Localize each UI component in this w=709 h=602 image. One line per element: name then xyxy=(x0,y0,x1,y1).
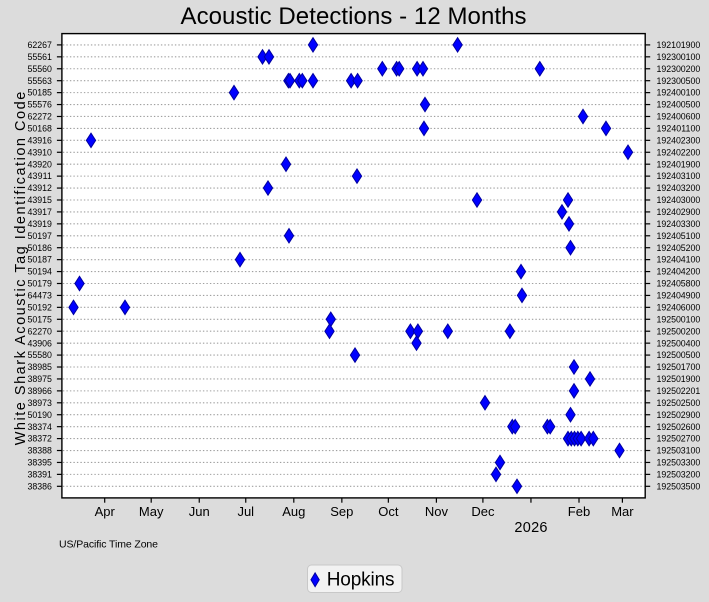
svg-text:62270: 62270 xyxy=(28,326,52,336)
svg-text:38388: 38388 xyxy=(28,446,52,456)
svg-text:192502600: 192502600 xyxy=(657,422,701,432)
svg-text:192300500: 192300500 xyxy=(657,76,701,86)
svg-text:43919: 43919 xyxy=(28,219,52,229)
svg-text:38975: 38975 xyxy=(28,374,52,384)
svg-text:62272: 62272 xyxy=(28,112,52,122)
svg-text:55576: 55576 xyxy=(28,100,52,110)
svg-text:192405800: 192405800 xyxy=(657,279,701,289)
svg-text:2026: 2026 xyxy=(514,520,547,536)
svg-text:55563: 55563 xyxy=(28,76,52,86)
svg-text:192402900: 192402900 xyxy=(657,207,701,217)
svg-text:50190: 50190 xyxy=(28,410,52,420)
svg-text:May: May xyxy=(139,504,164,519)
svg-text:55560: 55560 xyxy=(28,64,52,74)
svg-text:Jul: Jul xyxy=(237,504,254,519)
svg-text:192500100: 192500100 xyxy=(657,314,701,324)
svg-text:192500400: 192500400 xyxy=(657,338,701,348)
svg-text:192405200: 192405200 xyxy=(657,243,701,253)
svg-text:192501700: 192501700 xyxy=(657,362,701,372)
svg-text:Feb: Feb xyxy=(568,504,590,519)
svg-text:192401900: 192401900 xyxy=(657,159,701,169)
svg-text:50185: 50185 xyxy=(28,88,52,98)
svg-text:43910: 43910 xyxy=(28,147,52,157)
svg-text:192403100: 192403100 xyxy=(657,171,701,181)
svg-text:38966: 38966 xyxy=(28,386,52,396)
svg-text:50187: 50187 xyxy=(28,255,52,265)
svg-text:38391: 38391 xyxy=(28,469,52,479)
svg-text:50168: 50168 xyxy=(28,124,52,134)
svg-text:38985: 38985 xyxy=(28,362,52,372)
svg-text:192404900: 192404900 xyxy=(657,291,701,301)
svg-text:192502700: 192502700 xyxy=(657,434,701,444)
svg-text:55580: 55580 xyxy=(28,350,52,360)
svg-text:192402300: 192402300 xyxy=(657,135,701,145)
svg-text:Jun: Jun xyxy=(189,504,210,519)
svg-text:192404100: 192404100 xyxy=(657,255,701,265)
svg-text:Hopkins: Hopkins xyxy=(327,569,395,590)
svg-text:38395: 38395 xyxy=(28,458,52,468)
svg-text:50175: 50175 xyxy=(28,314,52,324)
svg-text:64473: 64473 xyxy=(28,291,52,301)
svg-text:192503200: 192503200 xyxy=(657,469,701,479)
svg-text:192500500: 192500500 xyxy=(657,350,701,360)
svg-text:43916: 43916 xyxy=(28,135,52,145)
svg-text:43911: 43911 xyxy=(28,171,52,181)
svg-text:192405100: 192405100 xyxy=(657,231,701,241)
svg-text:Apr: Apr xyxy=(95,504,116,519)
svg-text:192401100: 192401100 xyxy=(657,124,701,134)
svg-text:192503500: 192503500 xyxy=(657,481,701,491)
svg-text:50179: 50179 xyxy=(28,279,52,289)
svg-text:43920: 43920 xyxy=(28,159,52,169)
svg-text:192503300: 192503300 xyxy=(657,458,701,468)
svg-text:50194: 50194 xyxy=(28,267,52,277)
svg-text:192406000: 192406000 xyxy=(657,302,701,312)
svg-text:55561: 55561 xyxy=(28,52,52,62)
svg-text:Aug: Aug xyxy=(282,504,305,519)
svg-text:38386: 38386 xyxy=(28,481,52,491)
svg-text:192400600: 192400600 xyxy=(657,112,701,122)
svg-text:192500200: 192500200 xyxy=(657,326,701,336)
svg-text:192501900: 192501900 xyxy=(657,374,701,384)
svg-text:192402200: 192402200 xyxy=(657,147,701,157)
svg-text:Sep: Sep xyxy=(330,504,353,519)
svg-text:62267: 62267 xyxy=(28,40,52,50)
svg-text:Oct: Oct xyxy=(378,504,399,519)
svg-text:43906: 43906 xyxy=(28,338,52,348)
svg-text:192403000: 192403000 xyxy=(657,195,701,205)
svg-text:50186: 50186 xyxy=(28,243,52,253)
svg-text:192404200: 192404200 xyxy=(657,267,701,277)
svg-text:38374: 38374 xyxy=(28,422,52,432)
svg-text:Mar: Mar xyxy=(611,504,634,519)
svg-text:Acoustic Detections - 12 Month: Acoustic Detections - 12 Months xyxy=(181,3,527,30)
svg-text:192300100: 192300100 xyxy=(657,52,701,62)
svg-text:192101900: 192101900 xyxy=(657,40,701,50)
svg-text:White Shark Acoustic Tag Ident: White Shark Acoustic Tag Identification … xyxy=(13,92,29,446)
svg-text:192502500: 192502500 xyxy=(657,398,701,408)
svg-text:38372: 38372 xyxy=(28,434,52,444)
svg-text:US/Pacific Time Zone: US/Pacific Time Zone xyxy=(59,538,158,550)
svg-text:192502900: 192502900 xyxy=(657,410,701,420)
svg-text:192503100: 192503100 xyxy=(657,446,701,456)
svg-text:43915: 43915 xyxy=(28,195,52,205)
svg-text:43912: 43912 xyxy=(28,183,52,193)
svg-text:192502201: 192502201 xyxy=(657,386,701,396)
svg-text:43917: 43917 xyxy=(28,207,52,217)
svg-text:192403200: 192403200 xyxy=(657,183,701,193)
svg-text:Nov: Nov xyxy=(425,504,449,519)
svg-text:192400100: 192400100 xyxy=(657,88,701,98)
svg-text:192403300: 192403300 xyxy=(657,219,701,229)
svg-text:50197: 50197 xyxy=(28,231,52,241)
svg-text:192300200: 192300200 xyxy=(657,64,701,74)
svg-text:38973: 38973 xyxy=(28,398,52,408)
svg-text:50192: 50192 xyxy=(28,302,52,312)
svg-text:Dec: Dec xyxy=(471,504,495,519)
svg-text:192400500: 192400500 xyxy=(657,100,701,110)
